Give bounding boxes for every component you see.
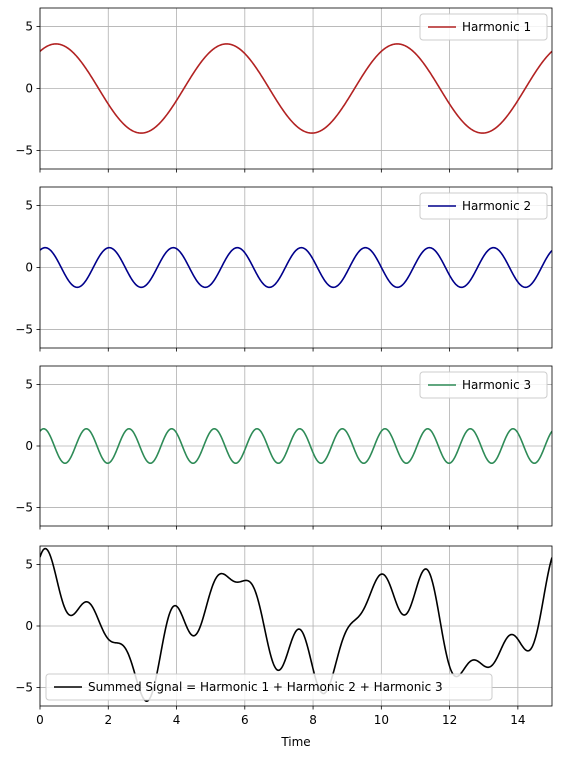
x-tick-label: 12: [442, 713, 457, 727]
x-tick-label: 2: [104, 713, 112, 727]
legend-box: [419, 13, 548, 41]
legend-box: [419, 192, 548, 220]
x-tick-label: 8: [309, 713, 317, 727]
y-tick-label: 0: [25, 439, 33, 453]
y-tick-label: 0: [25, 82, 33, 96]
x-tick-label: 14: [510, 713, 525, 727]
y-tick-label: 5: [25, 20, 33, 34]
series-line-2: [40, 246, 552, 289]
y-tick-label: 0: [25, 619, 33, 633]
series-line-3: [40, 427, 552, 465]
series-line-1: [40, 43, 552, 134]
y-tick-label: 5: [25, 557, 33, 571]
legend-label: Harmonic 1: [462, 20, 531, 34]
subplot-2: 5 0 −5 Harmonic 2: [15, 186, 553, 352]
x-axis-label: Time: [280, 735, 310, 749]
legend-box: [45, 673, 493, 701]
y-tick-label: 5: [25, 199, 33, 213]
x-tick-label: 4: [173, 713, 181, 727]
x-tick-label: 10: [374, 713, 389, 727]
y-tick-label: 5: [25, 377, 33, 391]
subplot-3: 5 0 −5 Harmonic 3: [15, 365, 553, 530]
subplot-4: 5 0 −5 0 2 4 6 8 10 12 14 Summed Signal = Harmonic …: [15, 545, 553, 727]
y-tick-label: −5: [15, 322, 33, 336]
y-tick-label: −5: [15, 501, 33, 515]
y-tick-label: −5: [15, 681, 33, 695]
legend-box: [419, 371, 548, 399]
y-tick-label: −5: [15, 143, 33, 157]
series-line-4: [40, 547, 552, 702]
x-tick-label: 0: [36, 713, 44, 727]
legend-label: Harmonic 3: [462, 378, 531, 392]
subplot-1: 5 0 −5 Harmonic 1: [15, 7, 553, 173]
legend-label: Summed Signal = Harmonic 1 + Harmonic 2 …: [88, 680, 443, 694]
y-tick-label: 0: [25, 261, 33, 275]
legend-label: Harmonic 2: [462, 199, 531, 213]
x-tick-label: 6: [241, 713, 249, 727]
